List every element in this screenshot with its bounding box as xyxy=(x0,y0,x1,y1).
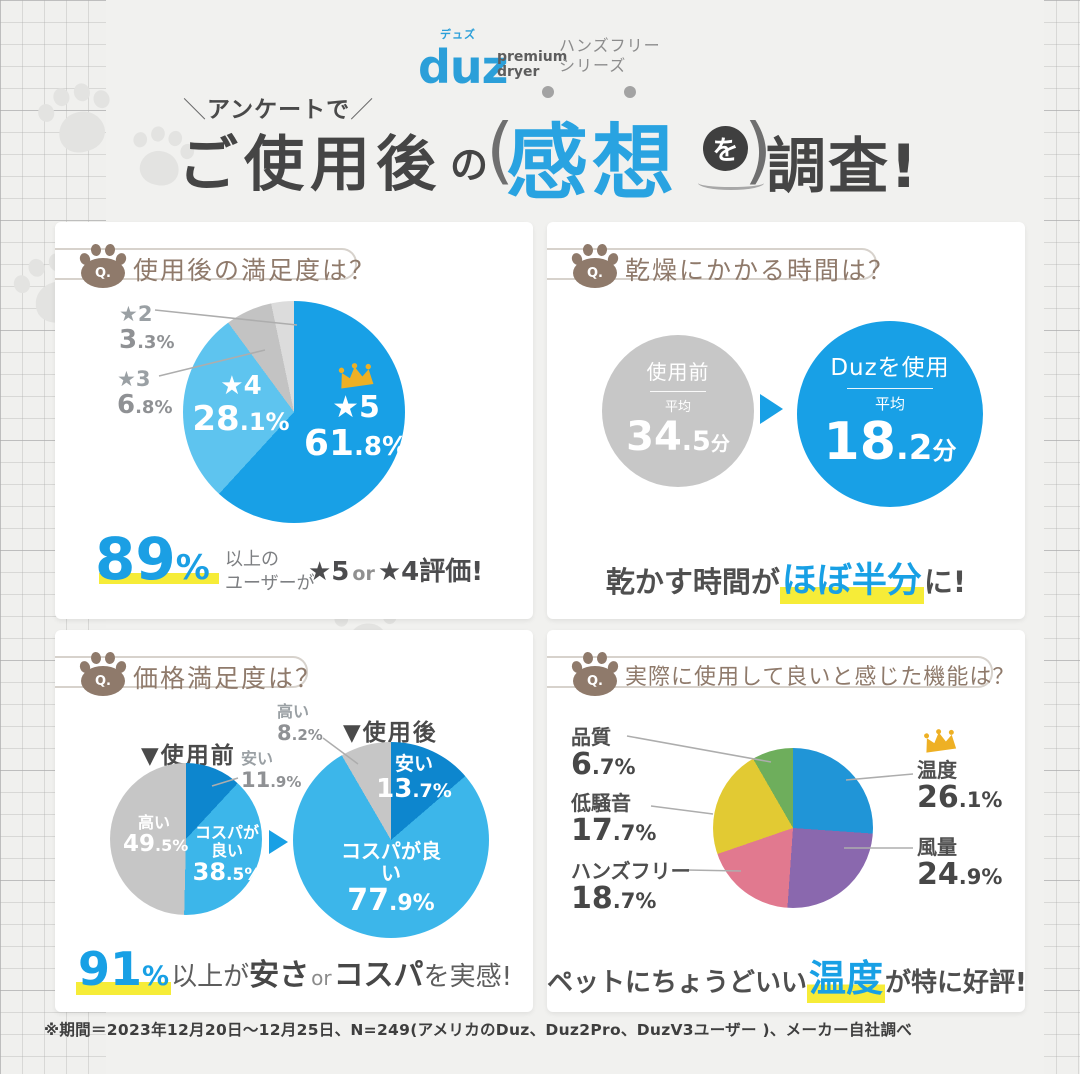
panel-satisfaction: Q. 使用後の満足度は？ ★2 3.3% ★3 6.8% ★4 28.1% ★5… xyxy=(55,222,533,619)
question-tab-outline xyxy=(547,248,877,280)
before-label: 使用前 xyxy=(646,360,710,384)
before-expensive-label: 高い 49.5% xyxy=(123,813,189,857)
logo-kana-label: デュズ xyxy=(440,28,476,41)
kicker-slash-right: ／ xyxy=(350,97,375,123)
question-paw-icon: Q. xyxy=(78,650,128,700)
pie-label-star2: ★2 3.3% xyxy=(119,302,175,356)
feature-label-airflow: 風量 24.9% xyxy=(917,835,1003,892)
summary-caption-line1: 以上の xyxy=(225,549,279,570)
panel-favorite-features: Q. 実際に使用して良いと感じた機能は？ 品質 6.7% 低騒音 17.7% ハ… xyxy=(547,630,1027,1012)
pie-label-star3: ★3 6.8% xyxy=(117,367,173,421)
after-pie-title: ▼使用後 xyxy=(343,720,438,746)
survey-footnote: ※期間＝2023年12月20日～12月25日、N=249(アメリカのDuz、Du… xyxy=(44,1021,913,1039)
logo-wordmark: duz xyxy=(418,40,508,94)
series-line2: シリーズ xyxy=(559,56,627,75)
q-mark: Q. xyxy=(81,258,125,288)
star3-value: 6.8% xyxy=(117,390,173,421)
before-time-circle: 使用前 平均 34.5分 xyxy=(602,335,754,487)
star3-name: ★3 xyxy=(117,367,151,391)
question-title: 乾燥にかかる時間は？ xyxy=(625,256,896,285)
q-mark: Q. xyxy=(573,666,617,696)
kicker-text: アンケートで xyxy=(207,97,351,123)
yellow-highlight-bar xyxy=(99,573,219,584)
highlighted-phrase: ほぼ半分 xyxy=(779,561,924,604)
highlighted-percentage: 91% xyxy=(76,942,172,996)
headline-kicker: ＼アンケートで／ xyxy=(183,90,374,124)
after-label: Duzを使用 xyxy=(830,355,950,381)
before-cheap-label: 安い 11.9% xyxy=(241,749,302,793)
summary-text: ペットにちょうどいい温度が特に好評! xyxy=(547,948,1027,1003)
star4-name: ★4 xyxy=(220,371,262,401)
logo-premium-line: premium xyxy=(497,49,568,65)
q-mark: Q. xyxy=(573,258,617,288)
divider-line xyxy=(847,388,933,389)
question-tab-outline xyxy=(55,248,357,280)
feature-label-quality: 品質 6.7% xyxy=(571,725,636,782)
logo-dryer-line: dryer xyxy=(497,64,540,81)
headline-paren-open: ( xyxy=(486,108,515,192)
summary-text: 91%以上が安さ orコスパを実感! xyxy=(76,942,512,996)
q-mark: Q. xyxy=(81,666,125,696)
star5-value: 61.8% xyxy=(303,423,409,464)
question-title: 実際に使用して良いと感じた機能は？ xyxy=(625,665,1016,690)
question-paw-icon: Q. xyxy=(78,242,128,292)
summary-caption-line2: ユーザーが xyxy=(225,573,315,595)
before-cospa-label: コスパが 良い 38.5% xyxy=(192,823,262,887)
kicker-slash-left: ＼ xyxy=(183,97,207,123)
after-cospa-label: コスパが良い 77.9% xyxy=(341,839,441,918)
star2-value: 3.3% xyxy=(119,325,175,356)
arrow-right-icon xyxy=(269,830,288,854)
logo-product-type: premium dryer xyxy=(497,49,568,81)
question-paw-icon: Q. xyxy=(570,242,620,292)
feature-label-handsfree: ハンズフリー 18.7% xyxy=(571,859,691,916)
summary-caption: 以上の ユーザーが xyxy=(225,548,315,597)
after-time-circle: Duzを使用 平均 18.2分 xyxy=(797,321,983,507)
headline-highlight-word: 感想 xyxy=(506,86,678,215)
summary-rating-text: ★5 or ★4評価! xyxy=(308,557,484,587)
headline-particle-no: の xyxy=(450,143,489,187)
panel-price-satisfaction: Q. 価格満足度は？ ▼使用前 ▼使用後 高い 49.5% コスパが 良い 38… xyxy=(55,630,533,1012)
star5-name: ★5 xyxy=(332,390,380,425)
question-paw-icon: Q. xyxy=(570,650,620,700)
question-title: 使用後の満足度は？ xyxy=(133,256,377,285)
headline-segment-1: ご使用後 xyxy=(178,130,442,200)
price-pie-after xyxy=(293,742,489,938)
headline-underline-curve xyxy=(698,176,764,190)
headline-particle-wo-badge: を xyxy=(703,126,748,171)
crown-icon xyxy=(338,363,374,389)
pie-label-star5: ★5 61.8% xyxy=(303,363,409,464)
after-minutes: 18.2分 xyxy=(823,412,957,472)
after-cheap-label: 安い 13.7% xyxy=(376,753,452,804)
star4-value: 28.1% xyxy=(192,398,290,439)
logo-series-name: ハンズフリー シリーズ xyxy=(559,36,661,76)
summary-text: 乾かす時間がほぼ半分に! xyxy=(547,552,1025,604)
star2-name: ★2 xyxy=(119,302,153,326)
satisfaction-pie-chart xyxy=(183,301,405,523)
feature-label-low-noise: 低騒音 17.7% xyxy=(571,791,657,848)
headline-segment-2: 調査! xyxy=(766,132,920,202)
summary-percentage: 89% xyxy=(95,525,210,593)
features-pie-chart xyxy=(713,748,873,908)
arrow-right-icon xyxy=(760,394,783,424)
crown-icon xyxy=(924,729,957,753)
feature-label-temperature: 温度 26.1% xyxy=(917,758,1003,815)
panel-drying-time: Q. 乾燥にかかる時間は？ 使用前 平均 34.5分 Duzを使用 平均 18.… xyxy=(547,222,1025,619)
series-line1: ハンズフリー xyxy=(559,36,661,55)
after-average-label: 平均 xyxy=(874,395,905,413)
question-tab-outline xyxy=(55,656,308,688)
question-title: 価格満足度は？ xyxy=(133,664,323,693)
divider-line xyxy=(650,391,706,392)
highlighted-phrase: 温度 xyxy=(807,957,886,1003)
question-tab-outline xyxy=(547,656,993,688)
before-minutes: 34.5分 xyxy=(626,414,730,460)
after-expensive-label: 高い 8.2% xyxy=(277,702,323,746)
pie-label-star4: ★4 28.1% xyxy=(185,372,297,438)
before-average-label: 平均 xyxy=(664,400,691,415)
price-pie-before xyxy=(110,763,262,915)
brand-logo: デュズ duz xyxy=(418,28,508,90)
